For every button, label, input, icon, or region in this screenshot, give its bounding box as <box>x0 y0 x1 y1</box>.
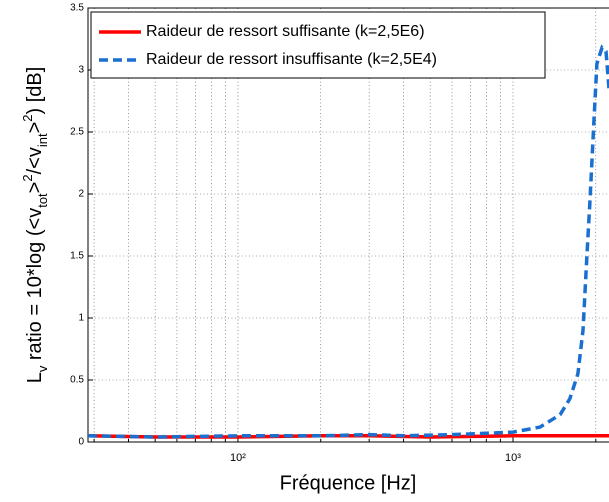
y-tick-label: 0 <box>78 437 84 448</box>
y-axis-label-part: 2 <box>20 174 35 181</box>
x-tick-label: 10² <box>230 452 246 464</box>
y-tick-label: 2.5 <box>70 127 84 138</box>
y-axis-label-part: ratio = 10*log (<v <box>24 208 46 366</box>
y-tick-label: 3.5 <box>70 3 84 14</box>
series-line <box>87 44 609 439</box>
y-axis-label-part: int <box>35 133 50 147</box>
x-tick-label: 10³ <box>505 452 521 464</box>
y-axis-label-part: ) [dB] <box>24 67 46 115</box>
y-axis-label-part: v <box>35 365 50 372</box>
legend-box <box>90 11 546 79</box>
y-axis-label: Lv ratio = 10*log (<vtot>2/<vint>2) [dB] <box>20 67 50 384</box>
x-axis-label: Fréquence [Hz] <box>280 472 417 494</box>
y-tick-label: 1 <box>78 313 84 324</box>
y-tick-label: 0.5 <box>70 375 84 386</box>
y-tick-label: 3 <box>78 65 84 76</box>
y-axis-label-part: L <box>24 372 46 383</box>
y-tick-label: 2 <box>78 189 84 200</box>
y-axis-label-part: > <box>24 182 46 194</box>
y-axis-label-part: > <box>24 122 46 134</box>
y-axis-label-part: /<v <box>24 147 46 174</box>
legend-label: Raideur de ressort insuffisante (k=2,5E4… <box>146 51 437 68</box>
y-tick-label: 1.5 <box>70 251 84 262</box>
y-axis-label-part: tot <box>35 193 50 208</box>
y-axis-label-part: 2 <box>20 115 35 122</box>
legend-label: Raideur de ressort suffisante (k=2,5E6) <box>146 23 425 40</box>
axes-frame <box>87 7 609 443</box>
